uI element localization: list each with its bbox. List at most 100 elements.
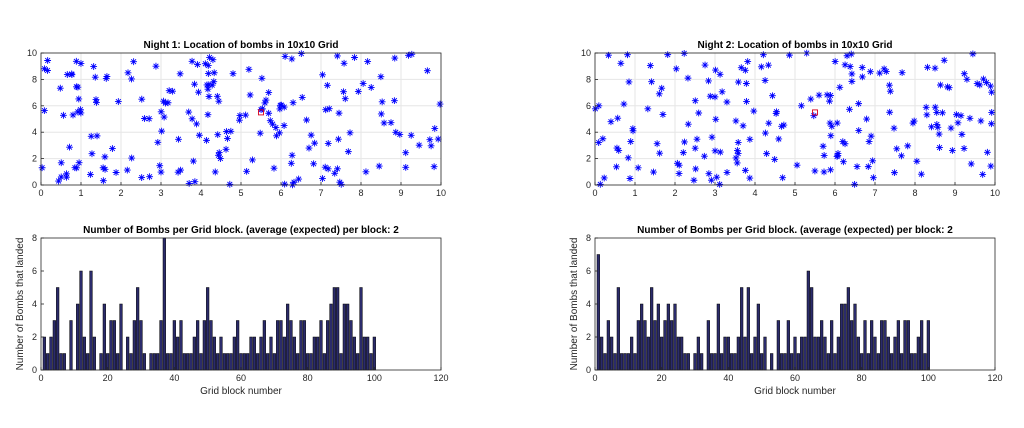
bomb-point: [290, 178, 298, 186]
bomb-point: [63, 173, 70, 181]
bomb-point: [217, 155, 224, 162]
bomb-point: [74, 83, 82, 91]
bomb-point: [833, 153, 841, 160]
bar: [46, 353, 50, 371]
bomb-point: [769, 92, 776, 100]
x-tick-label: 0: [38, 188, 43, 198]
bomb-point: [836, 83, 844, 91]
y-tick-label: 10: [581, 48, 591, 58]
bomb-point: [249, 156, 256, 164]
bar: [92, 336, 96, 371]
bar: [79, 270, 83, 371]
bomb-point: [402, 149, 410, 157]
bomb-point: [988, 88, 995, 96]
bomb-point: [321, 163, 329, 171]
bomb-point: [891, 169, 898, 177]
bomb-point: [145, 115, 153, 123]
bomb-point: [236, 112, 244, 119]
bomb-point: [169, 87, 177, 95]
bomb-point: [626, 175, 634, 182]
bomb-point: [763, 150, 770, 158]
bomb-point: [280, 122, 288, 129]
bomb-point: [624, 51, 631, 59]
bomb-point: [41, 65, 48, 73]
x-tick-label: 4: [752, 188, 757, 198]
bomb-point: [213, 92, 221, 100]
bomb-point: [876, 69, 884, 77]
bomb-point: [124, 69, 132, 77]
x-tick-label: 2: [118, 188, 123, 198]
bomb-point: [646, 62, 654, 69]
bar: [149, 353, 153, 371]
bar: [643, 320, 647, 371]
bomb-point: [691, 144, 699, 152]
bomb-point: [917, 170, 925, 178]
bar: [783, 353, 787, 371]
bomb-point: [958, 130, 966, 138]
bomb-point: [898, 69, 906, 77]
bar: [302, 320, 306, 371]
bar: [319, 320, 323, 371]
bar: [796, 353, 800, 371]
bomb-point: [436, 100, 444, 108]
bar: [610, 336, 614, 371]
bomb-point: [644, 105, 652, 113]
bomb-point: [840, 158, 847, 166]
bomb-point: [620, 100, 628, 108]
bomb-point: [87, 132, 95, 140]
bar: [616, 287, 620, 371]
y-tick-label: 6: [586, 266, 591, 276]
bar: [896, 320, 900, 371]
bomb-point: [303, 116, 311, 124]
bomb-point: [57, 173, 65, 181]
bomb-point: [742, 80, 750, 87]
bomb-point: [211, 168, 219, 176]
bomb-point: [276, 105, 284, 113]
x-tick-label: 2: [672, 188, 677, 198]
bomb-point: [276, 129, 283, 137]
bar: [52, 320, 56, 371]
bar: [129, 353, 133, 371]
bar: [883, 320, 887, 371]
bar: [613, 353, 617, 371]
bomb-point: [158, 127, 166, 135]
x-axis-label: Grid block number: [754, 386, 836, 397]
bomb-point: [707, 176, 715, 184]
bomb-point: [280, 103, 288, 111]
bar: [82, 336, 86, 371]
bomb-point: [867, 132, 875, 140]
bomb-point: [833, 119, 841, 127]
x-tick-label: 4: [198, 188, 203, 198]
bar: [249, 336, 253, 371]
bar: [326, 320, 330, 371]
bar: [166, 353, 170, 371]
bomb-point: [711, 147, 719, 155]
bomb-point: [93, 99, 100, 106]
bar: [830, 320, 834, 371]
bomb-point: [987, 162, 995, 170]
bomb-point: [311, 139, 319, 147]
bomb-point: [600, 174, 608, 182]
bomb-point: [128, 154, 136, 162]
bar: [676, 336, 680, 371]
x-tick-label: 60: [236, 373, 246, 383]
bar: [272, 353, 276, 371]
bomb-point: [716, 148, 724, 156]
bomb-point: [176, 70, 184, 78]
y-tick-label: 0: [32, 180, 37, 190]
bomb-point: [185, 179, 193, 187]
bar: [289, 320, 293, 371]
bomb-point: [203, 81, 211, 89]
bomb-point: [650, 168, 657, 176]
bomb-point: [324, 165, 332, 173]
bomb-point: [706, 92, 714, 100]
bomb-point: [402, 163, 410, 171]
bomb-point: [797, 102, 805, 110]
bomb-point: [189, 157, 197, 165]
x-tick-label: 5: [792, 188, 797, 198]
bomb-point: [684, 120, 692, 128]
bomb-point: [733, 147, 741, 154]
bar: [720, 353, 724, 371]
bomb-point: [297, 50, 305, 58]
bomb-point: [691, 97, 699, 105]
